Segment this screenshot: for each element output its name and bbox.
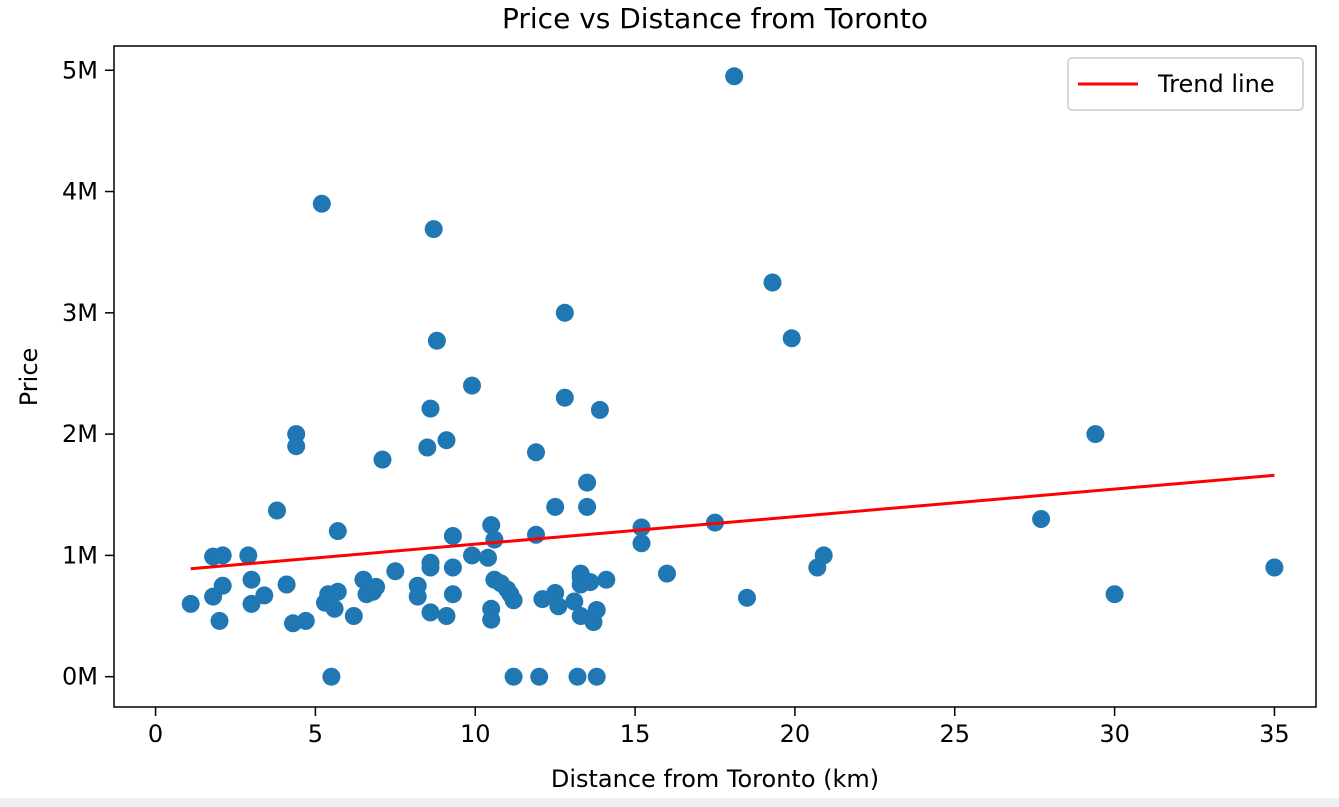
x-axis-ticks: 0 5 10 15 20 25 30 35 [148, 707, 1290, 748]
scatter-point [530, 667, 549, 686]
y-tick-label: 5M [62, 56, 98, 84]
scatter-point [738, 588, 756, 607]
scatter-point [725, 67, 744, 86]
scatter-point [325, 599, 344, 618]
legend-label-trend-line: Trend line [1157, 70, 1275, 98]
scatter-point [485, 530, 504, 549]
scatter-point [424, 220, 443, 239]
scatter-point [658, 564, 676, 583]
scatter-point [242, 594, 261, 613]
scatter-point [527, 443, 545, 462]
scatter-point [814, 546, 833, 565]
scatter-point [367, 577, 386, 596]
x-tick-label: 30 [1099, 720, 1130, 748]
scatter-point [328, 582, 347, 601]
scatter-point [565, 592, 584, 611]
scatter-point [1265, 558, 1284, 577]
chart-title: Price vs Distance from Toronto [502, 2, 928, 35]
scatter-point [443, 527, 462, 545]
scatter-point [1105, 585, 1124, 604]
x-tick-label: 35 [1259, 720, 1290, 748]
scatter-point [555, 303, 574, 322]
y-tick-label: 4M [62, 178, 98, 206]
scatter-point [210, 611, 229, 630]
scatter-point [1032, 510, 1051, 528]
scatter-point [632, 534, 651, 553]
scatter-point [287, 437, 306, 456]
scatter-point [213, 576, 232, 595]
scatter-point [418, 438, 437, 457]
scatter-point [590, 400, 609, 419]
scatter-point [437, 607, 456, 625]
scatter-point [277, 575, 296, 594]
x-tick-label: 5 [308, 720, 323, 748]
scatter-point [443, 585, 462, 604]
scatter-point [482, 516, 501, 535]
y-tick-label: 2M [62, 420, 98, 448]
scatter-point [328, 522, 347, 541]
scatter-point [578, 473, 597, 492]
scatter-point [568, 667, 587, 686]
scatter-point [344, 607, 363, 625]
y-axis-ticks: 0M 1M 2M 3M 4M 5M [62, 56, 114, 691]
scatter-point [782, 329, 801, 348]
y-tick-label: 3M [62, 299, 98, 327]
scatter-point [386, 562, 405, 581]
scatter-point [504, 667, 523, 686]
scatter-point [296, 611, 315, 630]
scatter-point [312, 194, 331, 213]
trend-line [190, 473, 1275, 571]
scatter-point [597, 570, 616, 589]
scatter-point [421, 399, 440, 418]
legend-box [1067, 57, 1304, 111]
x-tick-label: 20 [780, 720, 811, 748]
scatter-point [763, 273, 782, 292]
scatter-point [239, 546, 258, 565]
x-tick-label: 25 [939, 720, 970, 748]
scatter-point [463, 376, 481, 395]
x-axis-label: Distance from Toronto (km) [551, 765, 879, 793]
window-bottom-strip [0, 798, 1339, 807]
scatter-point [408, 587, 427, 606]
x-tick-label: 0 [148, 720, 163, 748]
scatter-point [527, 525, 545, 544]
y-axis-label: Price [15, 348, 43, 407]
scatter-point [255, 586, 274, 605]
scatter-point [479, 548, 497, 567]
scatter-point [443, 558, 462, 577]
scatter-point [373, 450, 392, 469]
legend: Trend line [1067, 57, 1304, 111]
scatter-point [421, 603, 440, 622]
scatter-point [504, 591, 523, 610]
scatter-point [482, 610, 501, 629]
scatter-point [437, 431, 456, 450]
scatter-point [587, 601, 606, 619]
x-tick-label: 15 [620, 720, 651, 748]
scatter-point [578, 497, 597, 516]
scatter-point [632, 518, 651, 537]
scatter-point [213, 546, 232, 565]
axes-frame [113, 45, 1317, 708]
scatter-point [1086, 425, 1105, 444]
scatter-point [549, 597, 568, 616]
scatter-point [322, 667, 341, 686]
scatter-point [546, 497, 565, 516]
scatter-point [463, 546, 481, 565]
scatter-point [427, 331, 446, 350]
scatter-point [581, 573, 600, 592]
scatter-point [421, 553, 440, 572]
plot-area [181, 67, 1284, 686]
scatter-point [242, 570, 261, 589]
x-tick-label: 10 [460, 720, 491, 748]
scatter-point [181, 594, 200, 613]
scatter-point [268, 501, 286, 520]
y-tick-label: 1M [62, 541, 98, 569]
y-tick-label: 0M [62, 663, 98, 691]
scatter-point [555, 388, 574, 407]
scatter-point [587, 667, 606, 686]
